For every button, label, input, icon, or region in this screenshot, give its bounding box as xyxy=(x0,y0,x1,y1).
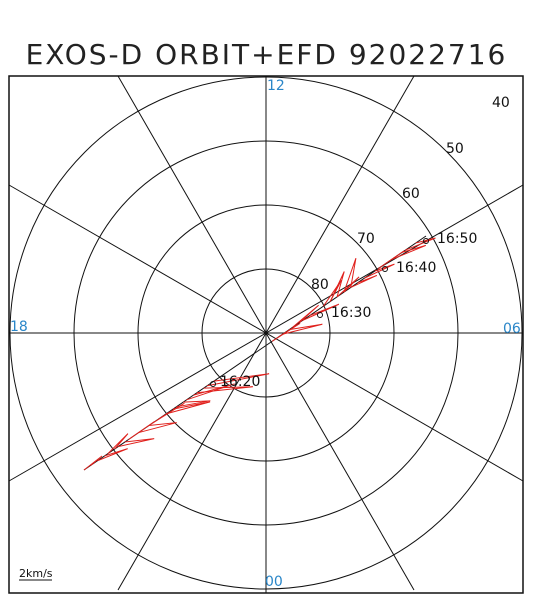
mlt-spokes xyxy=(8,75,524,593)
efd-vector xyxy=(292,304,319,328)
time-label-1640: 16:40 xyxy=(396,260,436,276)
efd-vector xyxy=(350,275,377,288)
mlt-label-06: 06 xyxy=(503,321,521,337)
efd-vector xyxy=(329,271,345,302)
lat-label-60: 60 xyxy=(402,186,420,202)
time-marker-1640 xyxy=(382,266,388,272)
efd-vector xyxy=(196,386,253,394)
time-marker-1630 xyxy=(317,312,323,318)
efd-vector xyxy=(207,373,270,387)
efd-vector xyxy=(118,438,155,448)
efd-vector xyxy=(343,257,357,293)
efd-vector xyxy=(176,400,211,408)
time-marker-1650 xyxy=(423,238,429,244)
efd-vector xyxy=(138,422,177,434)
time-label-1630: 16:30 xyxy=(331,305,371,321)
efd-vector xyxy=(302,303,340,321)
scale-label: 2km/s xyxy=(19,567,53,580)
efd-vector xyxy=(364,263,395,279)
efd-vector xyxy=(391,244,426,260)
time-label-1620: 16:20 xyxy=(220,374,260,390)
plot-title: EXOS-D ORBIT+EFD 92022716 xyxy=(25,38,508,71)
lat-label-40: 40 xyxy=(492,95,510,111)
efd-vector xyxy=(97,448,128,462)
efd-vector xyxy=(165,401,211,415)
mlt-label-12: 12 xyxy=(267,78,285,94)
efd-vector xyxy=(377,250,405,270)
efd-vector xyxy=(83,455,103,471)
mlt-label-18: 18 xyxy=(10,319,28,335)
lat-label-80: 80 xyxy=(311,277,329,293)
lat-label-70: 70 xyxy=(357,231,375,247)
lat-label-50: 50 xyxy=(446,141,464,157)
efd-vector xyxy=(128,421,155,440)
efd-vector xyxy=(405,237,436,251)
mlt-label-00: 00 xyxy=(265,574,283,590)
time-label-1650: 16:50 xyxy=(437,231,477,247)
efd-vector xyxy=(282,323,323,335)
efd-vector xyxy=(271,322,301,342)
time-marker-1620 xyxy=(210,381,216,387)
efd-vector xyxy=(107,433,129,454)
efd-vectors xyxy=(83,237,436,471)
